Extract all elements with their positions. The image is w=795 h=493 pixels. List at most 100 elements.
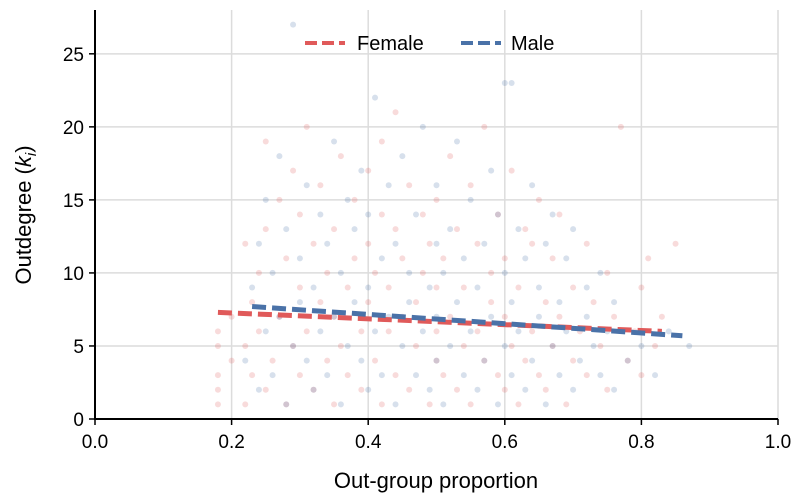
- data-point-female: [611, 313, 618, 320]
- data-point-female: [214, 342, 221, 349]
- data-point-male: [529, 182, 536, 189]
- data-point-female: [522, 226, 529, 233]
- data-point-female: [474, 240, 481, 247]
- data-point-male: [242, 357, 249, 364]
- y-axis-label-text: Outdegree (: [11, 166, 36, 284]
- data-point-male: [337, 401, 344, 408]
- data-points: [214, 21, 693, 408]
- data-point-female: [351, 196, 358, 203]
- data-point-female: [556, 211, 563, 218]
- data-point-female: [549, 255, 556, 262]
- data-point-male: [283, 226, 290, 233]
- data-point-male: [440, 401, 447, 408]
- data-point-male: [358, 357, 365, 364]
- y-axis-label-variable: k: [11, 155, 36, 167]
- data-point-female: [494, 211, 501, 218]
- data-point-male: [453, 138, 460, 145]
- data-point-male: [576, 357, 583, 364]
- data-point-female: [283, 255, 290, 262]
- data-point-female: [447, 313, 454, 320]
- data-point-female: [365, 299, 372, 306]
- data-point-male: [385, 182, 392, 189]
- y-tick-label: 5: [73, 337, 84, 358]
- data-point-female: [392, 109, 399, 116]
- data-point-female: [658, 313, 665, 320]
- data-point-female: [331, 226, 338, 233]
- data-point-female: [413, 342, 420, 349]
- data-point-female: [549, 342, 556, 349]
- data-point-female: [276, 196, 283, 203]
- data-point-female: [481, 357, 488, 364]
- data-point-female: [242, 342, 249, 349]
- data-point-male: [542, 240, 549, 247]
- data-point-female: [324, 357, 331, 364]
- data-point-male: [365, 284, 372, 291]
- data-point-female: [262, 138, 269, 145]
- data-point-male: [501, 80, 508, 87]
- data-point-male: [324, 240, 331, 247]
- data-point-female: [262, 386, 269, 393]
- data-point-male: [310, 284, 317, 291]
- data-point-female: [460, 342, 467, 349]
- data-point-male: [597, 372, 604, 379]
- data-point-female: [331, 313, 338, 320]
- data-point-male: [556, 372, 563, 379]
- legend-label-male: Male: [511, 33, 554, 55]
- data-point-male: [331, 313, 338, 320]
- data-point-female: [570, 357, 577, 364]
- grid-lines: [95, 10, 779, 419]
- data-point-male: [522, 386, 529, 393]
- data-point-male: [426, 284, 433, 291]
- data-point-female: [324, 269, 331, 276]
- data-point-female: [378, 401, 385, 408]
- data-point-female: [542, 299, 549, 306]
- data-point-male: [413, 211, 420, 218]
- data-point-male: [365, 386, 372, 393]
- data-point-male: [549, 342, 556, 349]
- data-point-male: [638, 342, 645, 349]
- data-point-female: [453, 386, 460, 393]
- x-tick-label: 0.8: [628, 432, 654, 453]
- data-point-female: [331, 401, 338, 408]
- data-point-female: [296, 284, 303, 291]
- data-point-female: [399, 255, 406, 262]
- data-point-male: [570, 226, 577, 233]
- data-point-male: [317, 211, 324, 218]
- y-tick-label: 25: [63, 45, 84, 66]
- data-point-male: [317, 328, 324, 335]
- data-point-male: [399, 153, 406, 160]
- data-point-male: [378, 372, 385, 379]
- data-point-female: [214, 386, 221, 393]
- data-point-female: [645, 255, 652, 262]
- data-point-male: [556, 299, 563, 306]
- data-point-female: [433, 196, 440, 203]
- data-point-male: [597, 269, 604, 276]
- tick-labels: 0.0 0.2 0.4 0.6 0.8 1.0 0 5 10 15 20 25: [63, 45, 791, 453]
- data-point-male: [310, 386, 317, 393]
- data-point-male: [522, 255, 529, 262]
- data-point-male: [303, 182, 310, 189]
- y-axis-label-close: ): [11, 145, 36, 152]
- data-point-female: [481, 123, 488, 130]
- data-point-female: [529, 240, 536, 247]
- data-point-female: [460, 284, 467, 291]
- series-male-points: [242, 21, 693, 408]
- data-point-male: [344, 342, 351, 349]
- data-point-male: [331, 138, 338, 145]
- data-point-male: [255, 240, 262, 247]
- data-point-male: [467, 328, 474, 335]
- data-point-female: [378, 138, 385, 145]
- data-point-female: [508, 342, 515, 349]
- data-point-male: [433, 182, 440, 189]
- data-point-male: [378, 255, 385, 262]
- data-point-male: [611, 386, 618, 393]
- data-point-male: [413, 372, 420, 379]
- data-point-female: [269, 357, 276, 364]
- data-point-female: [296, 211, 303, 218]
- data-point-female: [570, 284, 577, 291]
- data-point-male: [392, 240, 399, 247]
- data-point-female: [290, 167, 297, 174]
- data-point-male: [447, 226, 454, 233]
- data-point-female: [617, 123, 624, 130]
- data-point-female: [467, 182, 474, 189]
